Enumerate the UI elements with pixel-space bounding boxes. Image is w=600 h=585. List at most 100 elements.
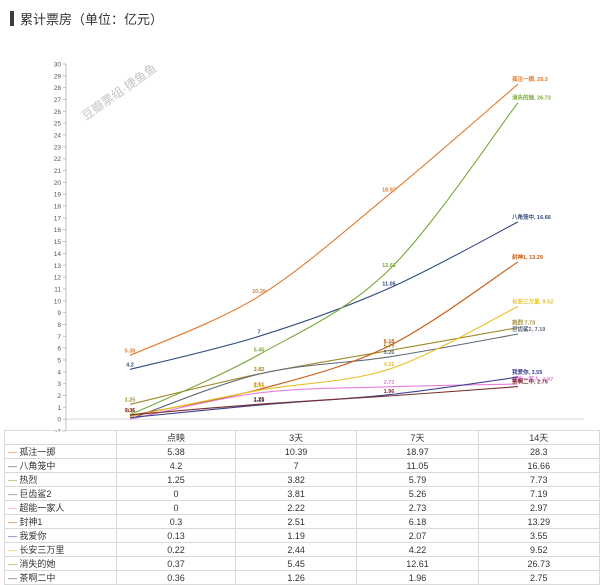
table-cell: 5.26 xyxy=(356,486,479,501)
legend-key-icon: – – xyxy=(8,518,18,527)
table-cell: 2.22 xyxy=(234,500,358,515)
series-line-4 xyxy=(129,333,519,420)
y-tick-label: 5 xyxy=(57,357,61,364)
table-column-header: 14天 xyxy=(477,430,600,445)
y-tick-label: 30 xyxy=(54,62,62,69)
data-label: 5.45 xyxy=(254,348,265,354)
y-tick-label: 6 xyxy=(57,346,61,353)
data-label: 1.25 xyxy=(125,397,136,403)
legend-key-icon: – – xyxy=(8,504,18,513)
legend-key-icon: – – xyxy=(8,462,18,471)
chart-title-wrap: 累计票房（单位：亿元） xyxy=(10,8,163,28)
y-tick-label: 8 xyxy=(57,322,61,329)
line-chart: -101234567891011121314151617181920212223… xyxy=(54,62,584,432)
y-tick-label: 14 xyxy=(54,251,62,258)
legend-key-icon: – – xyxy=(8,490,18,499)
series-line-6 xyxy=(129,261,519,417)
table-row: – – 八角笼中 4.2 7 11.05 16.66 xyxy=(4,458,600,473)
table-row: – – 封神1 0.3 2.51 6.18 13.29 xyxy=(4,514,600,529)
table-header-row: 点映 3天 7天 14天 xyxy=(4,430,600,445)
table-cell: 2.75 xyxy=(477,570,600,585)
table-cell: 7.19 xyxy=(477,486,600,501)
chart-title: 累计票房（单位：亿元） xyxy=(20,11,164,27)
y-tick-label: 1 xyxy=(57,405,61,412)
y-tick-label: 17 xyxy=(54,215,62,222)
table-cell: 6.18 xyxy=(356,514,479,529)
series-line-8 xyxy=(129,306,519,418)
table-row: – – 茶啊二中 0.36 1.26 1.96 2.75 xyxy=(4,570,600,585)
series-legend-cell: – – 茶啊二中 xyxy=(4,570,117,585)
legend-key-icon: – – xyxy=(8,448,18,457)
table-cell: 28.3 xyxy=(477,444,600,459)
title-accent-bar xyxy=(10,10,14,26)
series-name: 孤注一掷 xyxy=(19,447,56,457)
table-cell: 0.36 xyxy=(115,570,237,585)
table-cell: 0.13 xyxy=(115,528,237,543)
y-tick-label: 16 xyxy=(54,227,62,234)
data-label: 消失的她, 26.73 xyxy=(512,94,551,102)
y-tick-label: 23 xyxy=(54,144,62,151)
series-legend-cell: – – 消失的她 xyxy=(4,556,117,571)
table-cell: 16.66 xyxy=(477,458,600,473)
data-label: 10.39 xyxy=(252,289,266,295)
series-legend-cell: – – 我爱你 xyxy=(4,528,117,543)
data-label: 孤注一掷, 28.3 xyxy=(512,75,548,83)
table-cell: 11.05 xyxy=(356,458,479,473)
data-label: 18.97 xyxy=(382,188,396,194)
table-cell: 5.38 xyxy=(115,444,237,459)
table-cell: 13.29 xyxy=(477,514,600,529)
data-label: 我爱你, 3.55 xyxy=(512,368,542,376)
data-label: 2.44 xyxy=(254,383,266,389)
series-legend-cell: – – 超能一家人 xyxy=(4,500,117,515)
y-tick-label: 29 xyxy=(54,73,62,80)
data-label: 1.26 xyxy=(254,397,265,403)
series-name: 封神1 xyxy=(19,517,43,527)
data-label: 5.26 xyxy=(384,350,395,356)
data-label: 2.73 xyxy=(384,380,395,386)
table-row: – – 消失的她 0.37 5.45 12.61 26.73 xyxy=(4,556,600,571)
y-tick-label: 24 xyxy=(54,133,62,140)
table-cell: 0 xyxy=(115,486,237,501)
series-line-3 xyxy=(129,327,519,405)
table-cell: 0.22 xyxy=(115,542,237,557)
data-label: 八角笼中, 16.66 xyxy=(511,213,551,221)
y-tick-label: 28 xyxy=(54,85,62,92)
series-name: 超能一家人 xyxy=(19,503,65,513)
y-tick-label: 2 xyxy=(57,393,61,400)
legend-key-icon: – – xyxy=(8,476,18,485)
data-label: 0.3 xyxy=(126,409,134,415)
y-tick-label: 26 xyxy=(54,109,62,116)
series-line-2 xyxy=(129,221,519,370)
table-column-header: 3天 xyxy=(234,430,358,445)
y-tick-label: 3 xyxy=(57,381,61,388)
table-corner-cell xyxy=(4,430,117,445)
table-row: – – 超能一家人 0 2.22 2.73 2.97 xyxy=(4,500,600,515)
table-cell: 0 xyxy=(115,500,237,515)
y-tick-label: 12 xyxy=(54,275,62,282)
table-row: – – 热烈 1.25 3.82 5.79 7.73 xyxy=(4,472,600,487)
table-row: – – 长安三万里 0.22 2.44 4.22 9.52 xyxy=(4,542,600,557)
data-label: 12.61 xyxy=(382,263,396,269)
table-row: – – 我爱你 0.13 1.19 2.07 3.55 xyxy=(4,528,600,543)
legend-key-icon: – – xyxy=(8,546,18,555)
table-cell: 1.96 xyxy=(356,570,479,585)
table-cell: 0.3 xyxy=(115,514,237,529)
table-cell: 18.97 xyxy=(356,444,479,459)
series-name: 热烈 xyxy=(19,475,38,485)
data-label: 3.82 xyxy=(254,367,265,373)
series-legend-cell: – – 热烈 xyxy=(4,472,117,487)
table-column-header: 7天 xyxy=(356,430,479,445)
y-tick-label: 15 xyxy=(54,239,62,246)
y-tick-label: 9 xyxy=(57,310,61,317)
y-tick-label: 25 xyxy=(54,121,62,128)
series-name: 八角笼中 xyxy=(19,461,56,471)
y-tick-label: 21 xyxy=(54,168,62,175)
y-tick-label: 18 xyxy=(54,204,62,211)
table-cell: 10.39 xyxy=(234,444,358,459)
data-label: 超能一家人, 2.97 xyxy=(511,375,553,383)
data-label: 7 xyxy=(257,329,260,335)
series-line-9 xyxy=(129,102,519,416)
series-name: 我爱你 xyxy=(19,531,47,541)
data-label: 0.36 xyxy=(125,408,136,414)
table-cell: 5.45 xyxy=(234,556,358,571)
